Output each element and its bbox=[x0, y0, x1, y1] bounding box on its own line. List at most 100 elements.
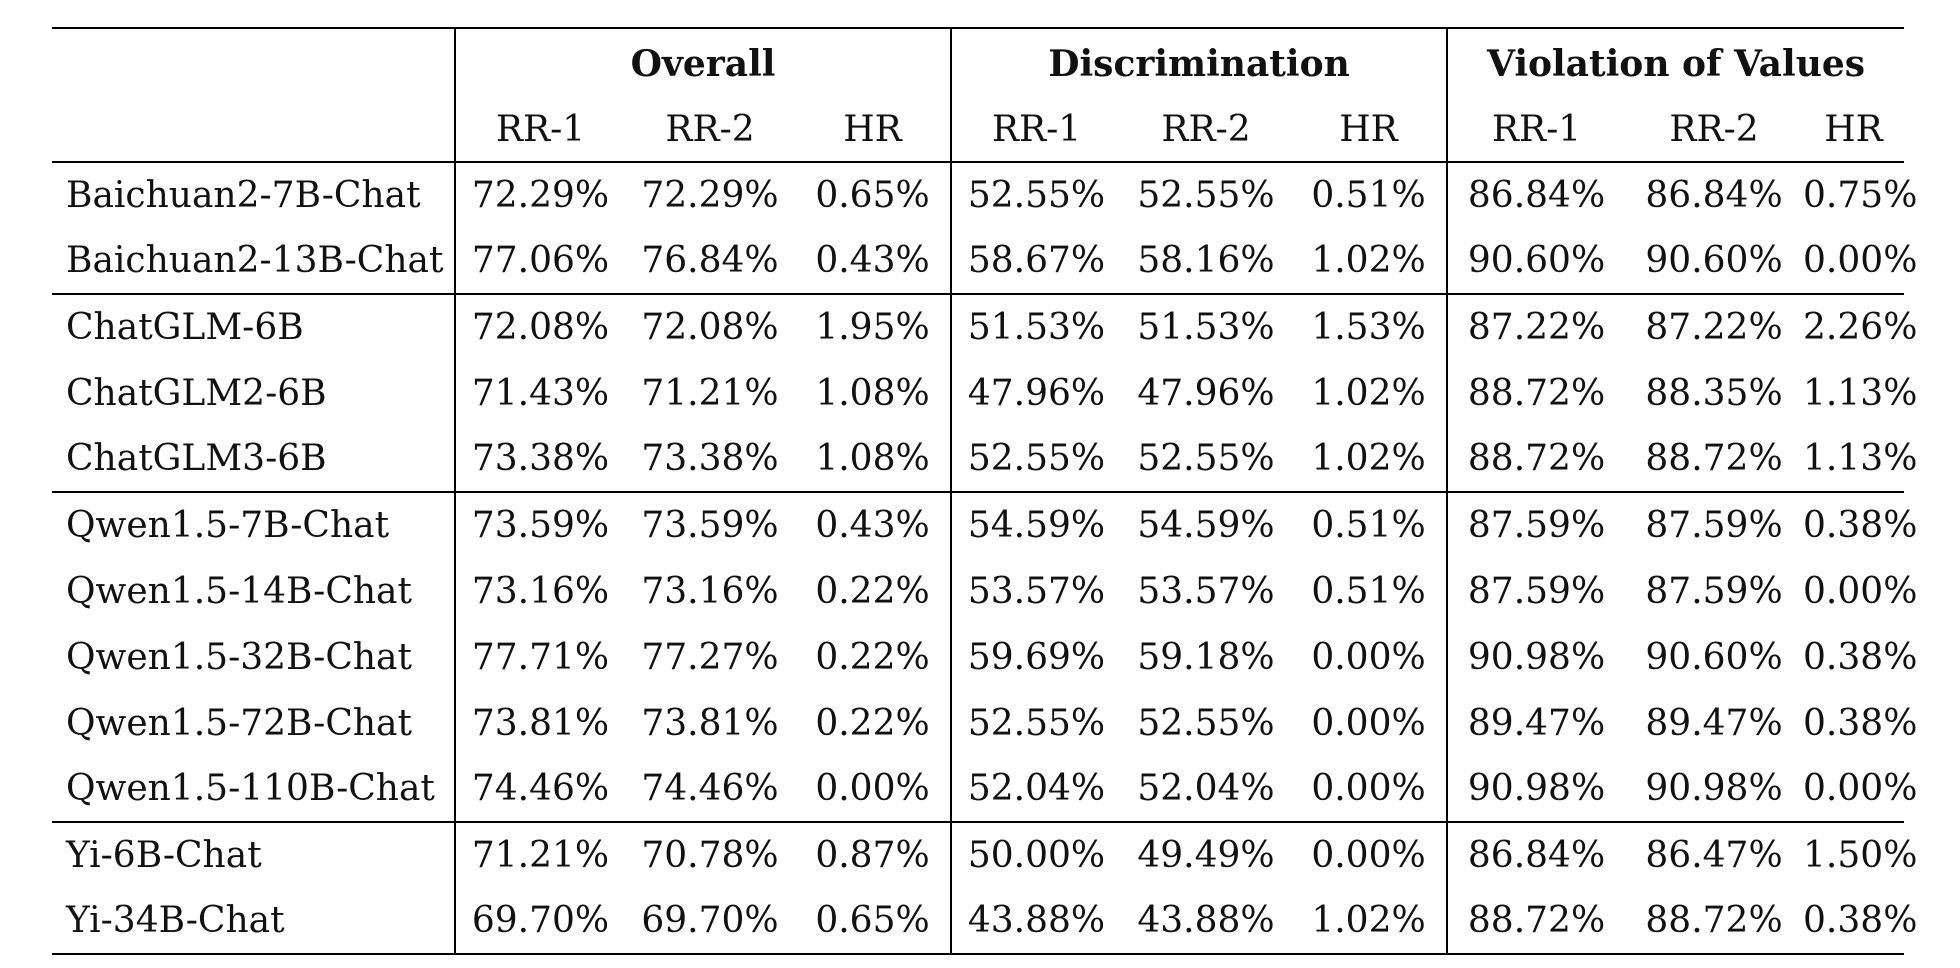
value-cell: 2.26% bbox=[1803, 293, 1917, 360]
value-cell: 89.47% bbox=[1467, 702, 1606, 744]
model-name-cell: ChatGLM2-6B bbox=[52, 360, 456, 426]
metric-header: HR bbox=[795, 98, 953, 163]
value-cell: 1.50% bbox=[1803, 821, 1917, 888]
value-cell: 87.59% bbox=[1467, 570, 1606, 612]
value-cell: 0.00% bbox=[1803, 240, 1918, 281]
value-cell: 71.43% bbox=[471, 372, 610, 414]
value-cell: 90.98% bbox=[1645, 768, 1783, 809]
metric-header: RR-1 bbox=[1447, 98, 1626, 163]
table-row: ChatGLM-6B 72.08% 72.08% 1.95% 51.53% 51.53% 1… bbox=[52, 293, 1917, 360]
value-cell: 88.72% bbox=[1447, 888, 1626, 955]
value-cell: 1.02% bbox=[1291, 426, 1449, 492]
value-cell: 77.06% bbox=[471, 240, 610, 281]
value-cell: 0.87% bbox=[795, 821, 953, 888]
value-cell: 87.22% bbox=[1447, 293, 1626, 360]
value-cell: 0.00% bbox=[1291, 624, 1449, 690]
value-cell: 52.55% bbox=[967, 175, 1106, 216]
table-body: Baichuan2-7B-Chat 72.29% 72.29% 0.65% 52.55%… bbox=[52, 162, 1918, 955]
value-cell: 51.53% bbox=[1121, 293, 1292, 360]
value-cell: 0.38% bbox=[1803, 491, 1917, 558]
value-cell: 73.81% bbox=[641, 702, 779, 744]
model-name-cell: Baichuan2-13B-Chat bbox=[52, 228, 456, 294]
value-cell: 88.72% bbox=[1467, 438, 1606, 479]
value-cell: 43.88% bbox=[951, 888, 1122, 955]
value-cell: 0.43% bbox=[795, 491, 953, 558]
value-cell: 88.72% bbox=[1467, 372, 1606, 414]
model-name-cell: Yi-34B-Chat bbox=[52, 888, 456, 955]
value-cell: 86.47% bbox=[1625, 821, 1804, 888]
value-cell: 90.60% bbox=[1645, 636, 1783, 678]
table-row: ChatGLM3-6B 73.38% 73.38% 1.08% 52.55% 52.55%… bbox=[52, 426, 1917, 492]
value-cell: 52.55% bbox=[1137, 702, 1275, 744]
metric-header-row: RR-1 RR-2 HR RR-1 RR-2 HR RR-1 RR-2 HR bbox=[52, 98, 1905, 163]
value-cell: 1.02% bbox=[1291, 360, 1449, 426]
value-cell: 69.70% bbox=[625, 888, 795, 955]
value-cell: 1.02% bbox=[1291, 888, 1449, 955]
metric-header: RR-2 bbox=[625, 98, 795, 163]
group-header-overall: Overall bbox=[455, 27, 953, 98]
value-cell: 52.55% bbox=[1137, 438, 1275, 479]
model-name-cell: ChatGLM-6B bbox=[52, 293, 456, 360]
value-cell: 87.59% bbox=[1645, 570, 1783, 612]
value-cell: 72.29% bbox=[471, 175, 610, 216]
model-name-cell: ChatGLM3-6B bbox=[52, 426, 456, 492]
value-cell: 1.53% bbox=[1291, 293, 1449, 360]
table-row: Baichuan2-7B-Chat 72.29% 72.29% 0.65% 52.55%… bbox=[52, 162, 1918, 228]
value-cell: 90.60% bbox=[1645, 240, 1783, 281]
model-name-cell: Baichuan2-7B-Chat bbox=[52, 162, 456, 228]
group-header-discrimination: Discrimination bbox=[951, 27, 1449, 98]
value-cell: 87.22% bbox=[1625, 293, 1804, 360]
value-cell: 54.59% bbox=[1121, 491, 1292, 558]
value-cell: 1.13% bbox=[1803, 372, 1918, 414]
value-cell: 0.43% bbox=[795, 228, 953, 294]
value-cell: 0.65% bbox=[795, 888, 953, 955]
value-cell: 54.59% bbox=[951, 491, 1122, 558]
value-cell: 52.55% bbox=[1137, 175, 1275, 216]
value-cell: 90.98% bbox=[1467, 768, 1606, 809]
value-cell: 0.38% bbox=[1803, 702, 1918, 744]
value-cell: 70.78% bbox=[625, 821, 795, 888]
value-cell: 52.04% bbox=[1137, 768, 1275, 809]
value-cell: 87.59% bbox=[1625, 491, 1804, 558]
value-cell: 88.72% bbox=[1625, 888, 1804, 955]
value-cell: 73.38% bbox=[641, 438, 779, 479]
value-cell: 0.51% bbox=[1291, 558, 1449, 624]
value-cell: 0.00% bbox=[1291, 821, 1449, 888]
value-cell: 86.84% bbox=[1467, 175, 1606, 216]
value-cell: 0.22% bbox=[795, 558, 953, 624]
metric-header: RR-1 bbox=[455, 98, 625, 163]
value-cell: 77.27% bbox=[641, 636, 779, 678]
value-cell: 72.29% bbox=[641, 175, 779, 216]
value-cell: 76.84% bbox=[641, 240, 779, 281]
value-cell: 59.18% bbox=[1137, 636, 1275, 678]
value-cell: 72.08% bbox=[455, 293, 625, 360]
value-cell: 0.00% bbox=[795, 756, 953, 822]
table-row: Baichuan2-13B-Chat 77.06% 76.84% 0.43% 58.67… bbox=[52, 228, 1918, 294]
corner-cell bbox=[52, 27, 456, 98]
model-name-cell: Qwen1.5-72B-Chat bbox=[52, 690, 456, 756]
metric-header: HR bbox=[1803, 98, 1905, 163]
group-header-violation-of-values: Violation of Values bbox=[1447, 27, 1905, 98]
value-cell: 71.21% bbox=[455, 821, 625, 888]
value-cell: 1.08% bbox=[795, 426, 953, 492]
value-cell: 73.59% bbox=[455, 491, 625, 558]
table-row: ChatGLM2-6B 71.43% 71.21% 1.08% 47.96% 47.96%… bbox=[52, 360, 1918, 426]
value-cell: 0.51% bbox=[1291, 162, 1449, 228]
value-cell: 0.38% bbox=[1803, 636, 1918, 678]
value-cell: 58.67% bbox=[967, 240, 1106, 281]
value-cell: 90.60% bbox=[1467, 240, 1606, 281]
results-table: Overall Discrimination Violation of Valu… bbox=[52, 27, 1918, 955]
model-name-cell: Qwen1.5-7B-Chat bbox=[52, 491, 456, 558]
value-cell: 88.35% bbox=[1645, 372, 1783, 414]
value-cell: 43.88% bbox=[1121, 888, 1292, 955]
value-cell: 0.51% bbox=[1291, 491, 1449, 558]
model-name-cell: Yi-6B-Chat bbox=[52, 821, 456, 888]
value-cell: 52.04% bbox=[967, 768, 1106, 809]
value-cell: 49.49% bbox=[1121, 821, 1292, 888]
group-header-row: Overall Discrimination Violation of Valu… bbox=[52, 27, 1905, 98]
value-cell: 53.57% bbox=[1137, 570, 1275, 612]
value-cell: 0.75% bbox=[1803, 175, 1918, 216]
value-cell: 73.38% bbox=[471, 438, 610, 479]
corner-cell-lower bbox=[52, 98, 456, 163]
value-cell: 0.65% bbox=[795, 162, 953, 228]
